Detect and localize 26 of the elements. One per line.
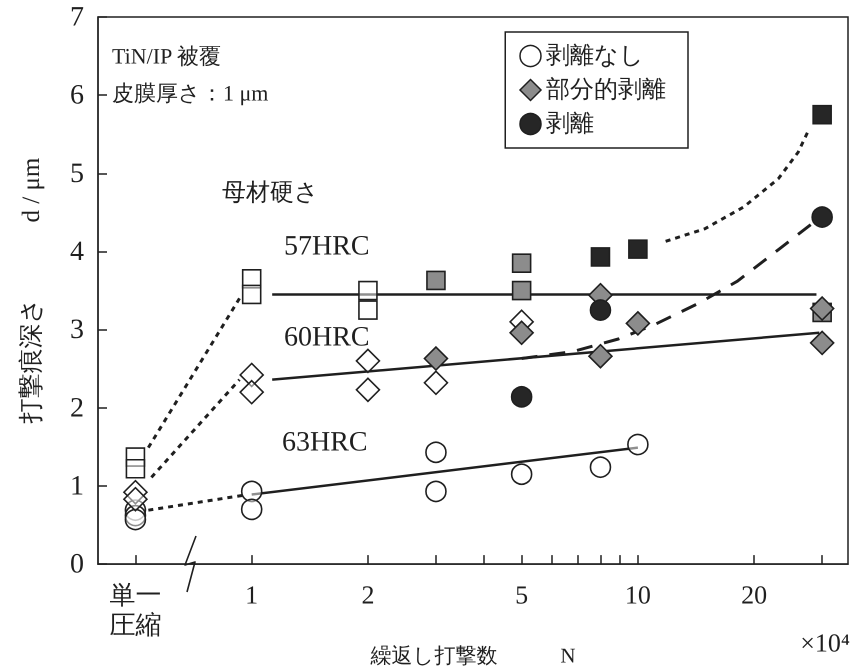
legend-label: 剥離なし xyxy=(546,43,644,69)
y-tick-label: 7 xyxy=(70,2,84,32)
x-tick-label: 単一圧縮 xyxy=(109,580,162,640)
x-tick-label: 2 xyxy=(361,580,374,610)
annotation: 母材硬さ xyxy=(222,180,319,206)
y-tick-label: 2 xyxy=(70,392,84,424)
legend-label: 剥離 xyxy=(546,111,594,137)
y-tick-label: 1 xyxy=(70,470,84,502)
x-tick-label: 20 xyxy=(741,580,768,610)
text: ×10⁴ xyxy=(800,628,850,658)
y-tick-label: 6 xyxy=(70,80,84,111)
annotation: TiN/IP 被覆 xyxy=(112,44,222,68)
y-tick-label: 3 xyxy=(70,314,84,346)
legend-label: 部分的剥離 xyxy=(546,76,666,103)
annotation: 57HRC xyxy=(284,230,370,262)
x-tick-label: 5 xyxy=(515,580,528,610)
y-tick-label: 0 xyxy=(70,548,84,580)
y-tick-label: 5 xyxy=(70,158,84,189)
annotation: 皮膜厚さ：1 μm xyxy=(112,80,268,106)
annotation: 63HRC xyxy=(282,426,368,458)
annotation: 60HRC xyxy=(284,322,370,352)
x-tick-label: 10 xyxy=(624,580,651,610)
x-axis-title: 繰返し打撃数 N xyxy=(369,644,576,668)
x-tick-label: 1 xyxy=(245,580,258,610)
y-tick-label: 4 xyxy=(70,236,84,267)
y-axis-title: 打撃痕深さ d / μm xyxy=(18,157,45,424)
